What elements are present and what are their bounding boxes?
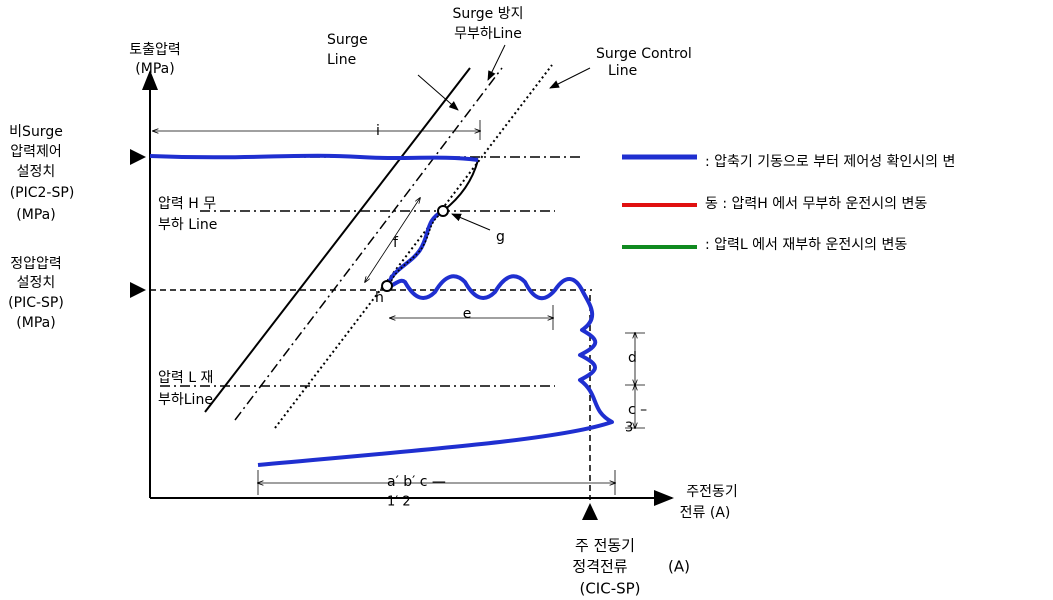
setpoint-markers: [130, 149, 598, 520]
marker-label: 3: [625, 421, 633, 436]
pointer-arrows: [417, 44, 591, 231]
pic2-label: 압력제어: [10, 144, 62, 160]
cic-label: 정격전류: [572, 558, 627, 576]
surge-line-label: Surge: [327, 32, 368, 48]
surge-prevent-label: Surge 방지: [453, 6, 524, 22]
legend-text: : 압력L 에서 재부하 운전시의 변동: [705, 237, 907, 253]
legend-text: 동 : 압력H 에서 무부하 운전시의 변동: [705, 196, 927, 212]
marker-label: f: [393, 235, 399, 251]
dimension-lines: [153, 120, 645, 495]
y-axis-label: 토출압력: [129, 42, 181, 58]
pic-label: 정압압력: [10, 256, 62, 272]
marker-label: c –: [628, 402, 647, 418]
pressure-h-label: 부하 Line: [158, 217, 217, 233]
red-curve-trace: [389, 211, 446, 286]
blue-curve: [149, 153, 614, 467]
marker-label: 1′ 2: [387, 495, 411, 510]
point-h: [381, 280, 393, 292]
surge-control-label: Line: [608, 63, 637, 79]
pic2-label: (MPa): [16, 207, 55, 223]
surge-control-line: [274, 64, 553, 429]
marker-label: d: [628, 350, 637, 366]
black-curve: [442, 159, 479, 212]
pressure-l-label: 압력 L 재: [158, 370, 213, 386]
pic-label: (PIC-SP): [8, 295, 64, 311]
pic-label: (MPa): [16, 315, 55, 331]
reference-lines: [150, 156, 592, 500]
surge-prevent-label: 무부하Line: [454, 26, 522, 42]
cic-unit: (A): [668, 558, 690, 576]
cic-label: 주 전동기: [575, 537, 635, 555]
marker-label: a′ b′ c —: [387, 474, 446, 490]
surge-line: [204, 67, 471, 413]
y-axis-label: (MPa): [135, 61, 174, 77]
cic-label: (CIC-SP): [579, 580, 640, 598]
pic-label: 설정치: [17, 275, 56, 291]
pressure-l-label: 부하Line: [158, 392, 213, 408]
surge-line-label: Line: [327, 52, 356, 68]
surge-control-label: Surge Control: [596, 46, 692, 62]
legend-text: : 압축기 기동으로 부터 제어성 확인시의 변: [705, 154, 955, 170]
marker-label: i: [376, 123, 380, 139]
pic2-label: (PIC2-SP): [10, 185, 75, 201]
x-axis-label: 전류 (A): [680, 505, 731, 521]
surge-prevent-line: [234, 67, 503, 421]
pic2-label: 비Surge: [9, 124, 63, 140]
point-g: [437, 205, 449, 217]
pressure-h-label: 압력 H 무: [158, 196, 216, 212]
marker-label: h: [375, 290, 384, 306]
x-axis-label: 주전동기: [686, 484, 738, 500]
marker-label: e: [463, 306, 472, 322]
pic2-label: 설정치: [17, 164, 56, 180]
marker-label: g: [496, 229, 505, 245]
axes: [142, 70, 674, 506]
